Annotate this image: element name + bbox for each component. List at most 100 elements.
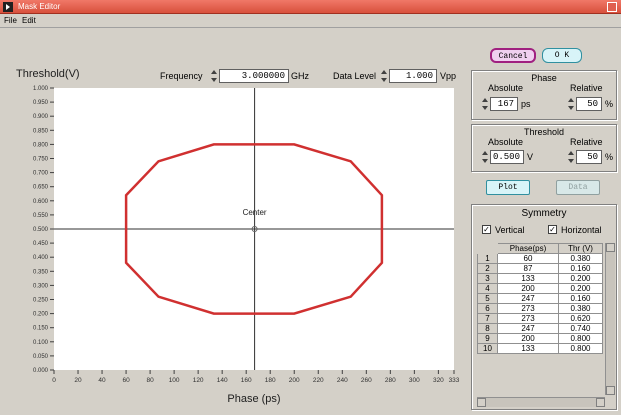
y-tick-label: 0.750 bbox=[33, 157, 49, 163]
x-tick-label: 60 bbox=[122, 377, 130, 384]
x-tick-label: 240 bbox=[337, 377, 348, 384]
table-row[interactable]: 2 87 0.160 bbox=[477, 263, 603, 274]
phase-absolute-field[interactable]: 167 bbox=[490, 97, 518, 111]
data-level-spinner-icon[interactable] bbox=[381, 69, 387, 83]
table-row[interactable]: 10 133 0.800 bbox=[477, 343, 603, 354]
scroll-right-arrow-icon[interactable] bbox=[596, 398, 605, 407]
thr-cell[interactable]: 0.200 bbox=[558, 273, 603, 284]
y-tick-label: 0.900 bbox=[33, 114, 49, 120]
column-header-thr[interactable]: Thr (V) bbox=[558, 243, 603, 254]
thr-cell[interactable]: 0.200 bbox=[558, 283, 603, 294]
table-row[interactable]: 5 247 0.160 bbox=[477, 293, 603, 304]
center-marker[interactable] bbox=[251, 226, 258, 232]
data-level-unit: Vpp bbox=[440, 71, 457, 81]
data-level-field[interactable]: 1.000 bbox=[389, 69, 437, 83]
phase-cell[interactable]: 247 bbox=[496, 323, 560, 334]
mask-plot[interactable]: 0.000 0.050 0.100 0.150 0.200 0.250 0.300 0.350… bbox=[10, 84, 462, 414]
table-row[interactable]: 1 60 0.380 bbox=[477, 253, 603, 264]
app-icon bbox=[3, 2, 13, 12]
phase-absolute-label: Absolute bbox=[488, 83, 524, 93]
scroll-down-arrow-icon[interactable] bbox=[606, 386, 615, 395]
table-row[interactable]: 4 200 0.200 bbox=[477, 283, 603, 294]
thr-cell[interactable]: 0.800 bbox=[558, 343, 603, 354]
window-resize-icon[interactable] bbox=[607, 2, 617, 12]
x-tick-label: 140 bbox=[217, 377, 228, 384]
table-row[interactable]: 9 200 0.800 bbox=[477, 333, 603, 344]
row-index: 9 bbox=[477, 333, 498, 344]
table-vertical-scrollbar[interactable] bbox=[605, 243, 615, 395]
threshold-absolute-spinner-icon[interactable] bbox=[482, 150, 488, 164]
x-tick-label: 100 bbox=[169, 377, 180, 384]
y-tick-label: 0.700 bbox=[33, 171, 49, 177]
row-index: 4 bbox=[477, 283, 498, 294]
thr-cell[interactable]: 0.380 bbox=[558, 253, 603, 264]
y-tick-label: 0.150 bbox=[33, 326, 49, 332]
phase-cell[interactable]: 200 bbox=[496, 333, 560, 344]
phase-cell[interactable]: 273 bbox=[496, 303, 560, 314]
plot-svg[interactable]: 0.000 0.050 0.100 0.150 0.200 0.250 0.300 0.350… bbox=[10, 84, 462, 414]
symmetry-table[interactable]: Phase(ps) Thr (V) 1 60 0.380 2 87 0.160 3 133 0.… bbox=[477, 243, 603, 354]
horizontal-checkbox[interactable]: ✓ bbox=[548, 225, 557, 234]
y-tick-label: 0.650 bbox=[33, 185, 49, 191]
menu-edit[interactable]: Edit bbox=[22, 16, 36, 25]
symmetry-group: Symmetry ✓ Vertical ✓ Horizontal Phase(p… bbox=[471, 204, 617, 410]
threshold-absolute-unit: V bbox=[527, 152, 534, 162]
row-index: 7 bbox=[477, 313, 498, 324]
table-row[interactable]: 7 273 0.620 bbox=[477, 313, 603, 324]
phase-cell[interactable]: 87 bbox=[496, 263, 560, 274]
phase-group: Phase Absolute Relative 167 ps 50 % bbox=[471, 70, 617, 120]
table-row[interactable]: 3 133 0.200 bbox=[477, 273, 603, 284]
threshold-relative-field[interactable]: 50 bbox=[576, 150, 602, 164]
menu-file[interactable]: File bbox=[4, 16, 17, 25]
thr-cell[interactable]: 0.160 bbox=[558, 293, 603, 304]
phase-cell[interactable]: 247 bbox=[496, 293, 560, 304]
x-tick-label: 120 bbox=[193, 377, 204, 384]
symmetry-title: Symmetry bbox=[521, 208, 567, 219]
thr-cell[interactable]: 0.800 bbox=[558, 333, 603, 344]
y-axis-title: Threshold(V) bbox=[16, 68, 80, 80]
mask-polygon[interactable] bbox=[124, 143, 384, 315]
row-index: 1 bbox=[477, 253, 498, 264]
threshold-relative-spinner-icon[interactable] bbox=[568, 150, 574, 164]
ok-button[interactable]: O K bbox=[542, 48, 582, 63]
table-horizontal-scrollbar[interactable] bbox=[477, 397, 605, 407]
cancel-button[interactable]: Cancel bbox=[490, 48, 536, 63]
threshold-relative-label: Relative bbox=[570, 137, 603, 147]
phase-cell[interactable]: 200 bbox=[496, 283, 560, 294]
data-button[interactable]: Data bbox=[556, 180, 600, 195]
phase-relative-field[interactable]: 50 bbox=[576, 97, 602, 111]
frequency-field[interactable]: 3.000000 bbox=[219, 69, 289, 83]
phase-cell[interactable]: 133 bbox=[496, 273, 560, 284]
phase-cell[interactable]: 60 bbox=[496, 253, 560, 264]
y-tick-label: 0.000 bbox=[33, 368, 49, 374]
y-tick-label: 0.250 bbox=[33, 298, 49, 304]
phase-relative-spinner-icon[interactable] bbox=[568, 97, 574, 111]
thr-cell[interactable]: 0.160 bbox=[558, 263, 603, 274]
table-row[interactable]: 8 247 0.740 bbox=[477, 323, 603, 334]
phase-group-title: Phase bbox=[531, 73, 557, 83]
phase-absolute-spinner-icon[interactable] bbox=[482, 97, 488, 111]
plot-button[interactable]: Plot bbox=[486, 180, 530, 195]
phase-cell[interactable]: 273 bbox=[496, 313, 560, 324]
scroll-up-arrow-icon[interactable] bbox=[606, 243, 615, 252]
x-tick-label: 160 bbox=[241, 377, 252, 384]
y-tick-label: 0.800 bbox=[33, 142, 49, 148]
scroll-left-arrow-icon[interactable] bbox=[477, 398, 486, 407]
threshold-relative-unit: % bbox=[605, 152, 614, 162]
frequency-label: Frequency bbox=[160, 71, 203, 81]
vertical-checkbox[interactable]: ✓ bbox=[482, 225, 491, 234]
frequency-unit: GHz bbox=[291, 71, 309, 81]
x-tick-label: 220 bbox=[313, 377, 324, 384]
column-header-phase[interactable]: Phase(ps) bbox=[496, 243, 560, 254]
frequency-spinner-icon[interactable] bbox=[211, 69, 217, 83]
threshold-absolute-field[interactable]: 0.500 bbox=[490, 150, 524, 164]
y-tick-label: 0.350 bbox=[33, 269, 49, 275]
phase-cell[interactable]: 133 bbox=[496, 343, 560, 354]
row-index: 2 bbox=[477, 263, 498, 274]
thr-cell[interactable]: 0.620 bbox=[558, 313, 603, 324]
center-label: Center bbox=[243, 208, 267, 217]
x-tick-label: 333 bbox=[449, 377, 460, 384]
thr-cell[interactable]: 0.380 bbox=[558, 303, 603, 314]
thr-cell[interactable]: 0.740 bbox=[558, 323, 603, 334]
table-row[interactable]: 6 273 0.380 bbox=[477, 303, 603, 314]
